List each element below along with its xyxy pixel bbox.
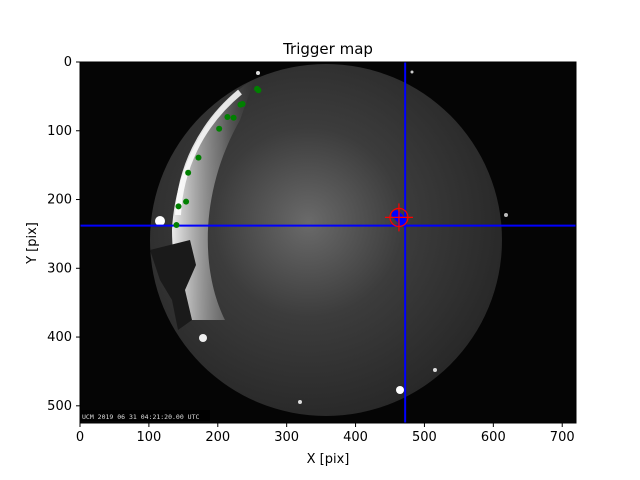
y-tick-label: 100 <box>47 124 72 139</box>
x-tick-label: 700 <box>550 430 575 445</box>
tree-silhouette <box>150 240 196 330</box>
x-axis-label: X [pix] <box>307 452 350 467</box>
x-tick-label: 100 <box>136 430 161 445</box>
y-tick-label: 300 <box>47 261 72 276</box>
x-tick-label: 300 <box>274 430 299 445</box>
data-point <box>224 114 231 121</box>
sky-disk <box>150 64 502 416</box>
horizon-light <box>396 386 404 394</box>
horizon-light <box>433 368 437 372</box>
data-point <box>255 87 262 94</box>
horizon-light <box>298 400 302 404</box>
data-point <box>183 198 190 205</box>
x-tick-label: 0 <box>76 430 84 445</box>
y-axis-label: Y [pix] <box>25 222 40 265</box>
star <box>256 71 260 75</box>
x-tick-label: 200 <box>205 430 230 445</box>
chart-title: Trigger map <box>282 40 373 58</box>
plot-marks <box>80 62 576 423</box>
horizon-light <box>199 334 207 342</box>
star <box>410 70 414 74</box>
data-point <box>185 169 192 176</box>
data-point <box>230 114 237 121</box>
data-point <box>173 221 180 228</box>
data-point <box>237 101 244 108</box>
y-tick-label: 0 <box>64 55 72 70</box>
y-tick-label: 400 <box>47 330 72 345</box>
x-tick-label: 500 <box>412 430 437 445</box>
data-point <box>175 203 182 210</box>
data-point <box>195 154 202 161</box>
plot-frame <box>79 61 577 424</box>
sky-image: UCM 2019 06 31 04:21:20.00 UTC <box>80 62 576 423</box>
x-tick-label: 600 <box>481 430 506 445</box>
star <box>504 213 508 217</box>
timestamp-overlay: UCM 2019 06 31 04:21:20.00 UTC <box>82 413 199 421</box>
x-tick-label: 400 <box>343 430 368 445</box>
y-tick-label: 500 <box>47 399 72 414</box>
y-tick-label: 200 <box>47 193 72 208</box>
horizon-light <box>155 216 165 226</box>
data-point <box>216 125 223 132</box>
axis-ticks: 0 100 200 300 400 500 600 700 0 100 200 300 400 500 <box>47 55 574 445</box>
